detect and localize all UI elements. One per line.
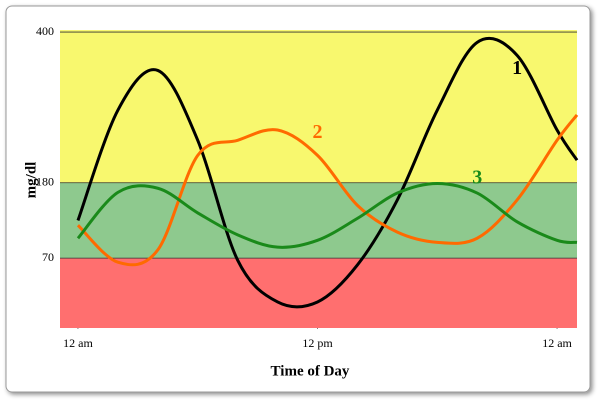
x-axis-title: Time of Day: [271, 363, 350, 379]
x-tick-label: 12 pm: [302, 336, 333, 350]
series-label: 1: [512, 57, 522, 79]
y-tick-label: 400: [36, 24, 54, 38]
y-axis-title: mg/dl: [23, 162, 39, 199]
zone: [60, 30, 577, 183]
plot-area: [60, 30, 577, 328]
y-tick-label: 180: [36, 175, 54, 189]
line-series: [76, 181, 578, 249]
y-tick-label: 70: [42, 250, 54, 264]
zone: [60, 182, 577, 259]
zone: [60, 258, 577, 328]
x-tick-label: 12 am: [63, 336, 93, 350]
series-label: 3: [472, 167, 482, 189]
series-label: 2: [313, 121, 323, 143]
x-tick-label: 12 am: [542, 336, 572, 350]
line-series: [76, 36, 579, 309]
line-series: [76, 114, 579, 267]
